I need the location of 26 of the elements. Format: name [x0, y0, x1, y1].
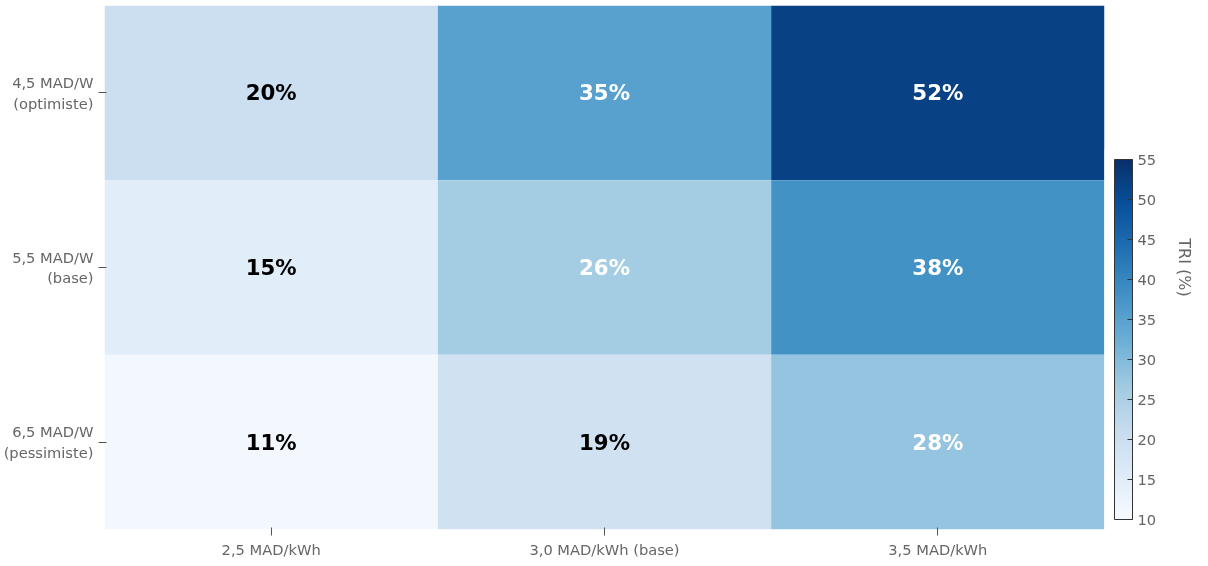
- data-label: 20%: [245, 80, 297, 106]
- y-tick-label: 4,5 MAD/W (optimiste): [12, 74, 95, 112]
- color-bar-label: 50: [1137, 190, 1157, 208]
- color-bar-label: 40: [1137, 270, 1157, 288]
- color-bar-label: 55: [1137, 150, 1157, 168]
- color-bar-label: 35: [1137, 310, 1157, 328]
- color-bar-label: 20: [1137, 430, 1157, 448]
- data-label: 35%: [578, 80, 631, 106]
- y-tick-label: 6,5 MAD/W (pessimiste): [3, 423, 95, 461]
- x-tick-label: 2,5 MAD/kWh: [221, 540, 321, 558]
- x-tick-label: 3,0 MAD/kWh (base): [529, 540, 680, 558]
- color-bar-label: 10: [1137, 510, 1157, 528]
- data-label: 11%: [245, 429, 297, 455]
- data-label: 28%: [912, 429, 964, 455]
- color-bar-label: 45: [1137, 230, 1157, 248]
- color-bar-label: 30: [1137, 350, 1157, 368]
- color-bar-title: TRI (%): [1174, 237, 1194, 297]
- data-label: 26%: [578, 255, 631, 280]
- x-tick-label: 3,5 MAD/kWh: [888, 540, 988, 558]
- data-label: 38%: [912, 255, 964, 280]
- color-bar-label: 25: [1137, 390, 1157, 408]
- data-label: 52%: [912, 80, 964, 106]
- y-tick-label: 5,5 MAD/W (base): [12, 248, 95, 287]
- data-label: 15%: [245, 255, 297, 280]
- data-label: 19%: [578, 429, 631, 455]
- color-bar-label: 15: [1137, 470, 1157, 488]
